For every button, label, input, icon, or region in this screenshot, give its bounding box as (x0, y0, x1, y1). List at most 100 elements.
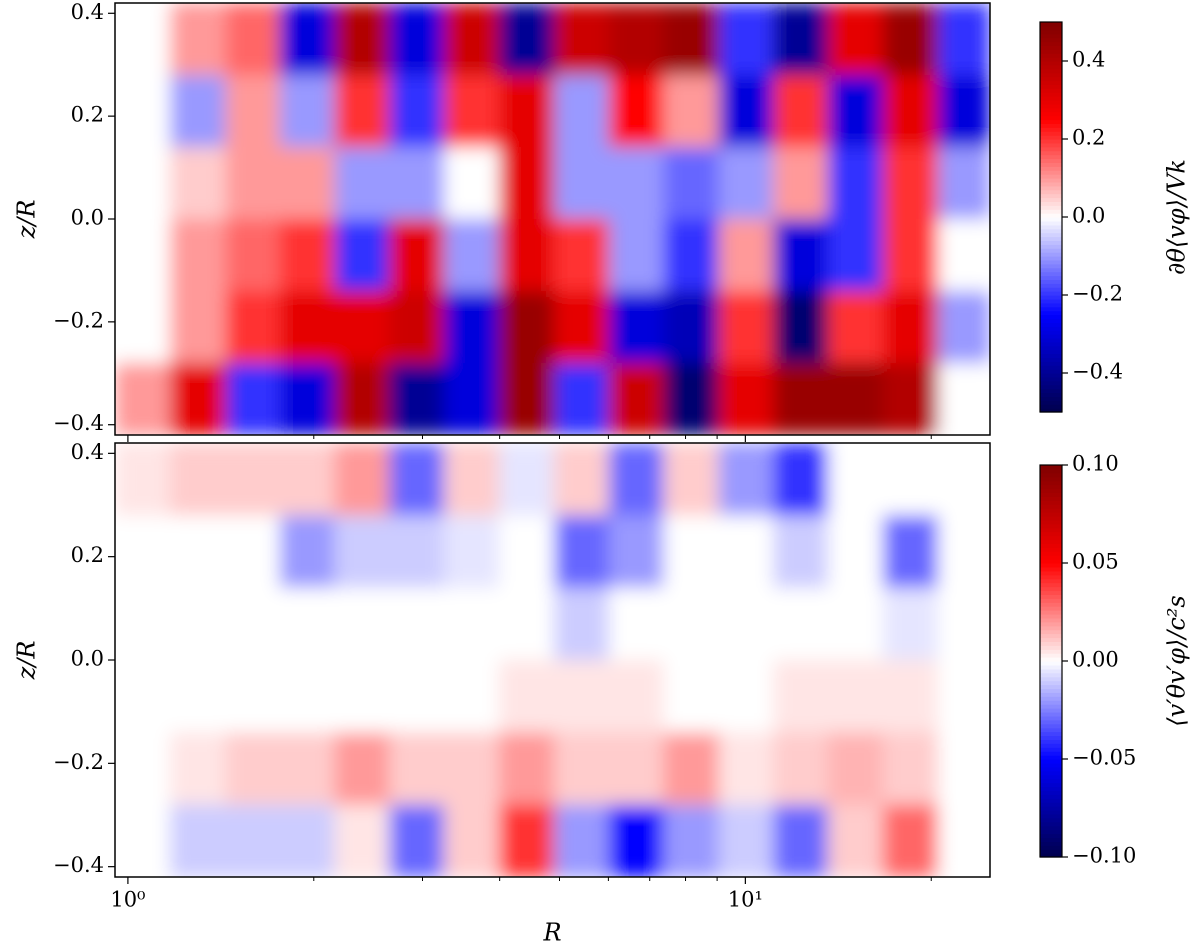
colorbar-step (1040, 519, 1062, 525)
colorbar-step (1040, 547, 1062, 552)
heatmap-cell (170, 587, 227, 661)
colorbar-step (1040, 684, 1062, 690)
colorbar-step (1040, 621, 1062, 627)
colorbar-step (1040, 504, 1062, 509)
colorbar-step (1040, 170, 1062, 175)
colorbar-step (1040, 735, 1062, 740)
colorbar-step (1040, 380, 1062, 386)
heatmap (115, 3, 990, 435)
heatmap-cell (827, 219, 884, 292)
colorbar-step (1040, 602, 1062, 607)
colorbar-step (1040, 813, 1062, 819)
colorbar-step (1040, 103, 1062, 109)
heatmap-cell (225, 147, 281, 220)
heatmap-cell (389, 291, 445, 364)
heatmap-cell (773, 804, 829, 877)
heatmap-cell (827, 147, 884, 220)
y-tick-label: 0.2 (71, 103, 104, 127)
colorbar-step (1040, 508, 1062, 513)
colorbar-step (1040, 535, 1062, 541)
colorbar-step (1040, 252, 1062, 257)
colorbar-step (1040, 849, 1062, 854)
heatmap-cell (389, 660, 445, 733)
heatmap-cell (498, 219, 555, 292)
heatmap-cell (937, 732, 990, 806)
colorbar-tick-label: 0.2 (1072, 126, 1105, 150)
colorbar-step (1040, 76, 1062, 82)
colorbar-step (1040, 291, 1062, 296)
colorbar-step (1040, 641, 1062, 646)
heatmap-cell (225, 515, 281, 589)
colorbar-step (1040, 193, 1062, 199)
colorbar-tick-label: −0.10 (1072, 844, 1136, 868)
colorbar-step (1040, 809, 1062, 815)
colorbar-step (1040, 111, 1062, 117)
heatmap-cell (937, 219, 990, 292)
heatmap-cell (554, 219, 610, 292)
colorbar-step (1040, 287, 1062, 292)
colorbar-step (1040, 345, 1062, 351)
colorbar-step (1040, 586, 1062, 592)
colorbar-step (1040, 318, 1062, 323)
y-axis-label: z/R (13, 200, 41, 240)
colorbar-step (1040, 594, 1062, 599)
colorbar-step (1040, 782, 1062, 788)
heatmap-cell (937, 660, 990, 733)
heatmap-cell (443, 363, 500, 435)
colorbar-step (1040, 92, 1062, 97)
colorbar-step (1040, 139, 1062, 144)
heatmap-cell (937, 147, 990, 220)
heatmap-cell (443, 291, 500, 364)
colorbar-tick-label: 0.10 (1072, 452, 1119, 476)
colorbar-step (1040, 492, 1062, 497)
colorbar-step (1040, 802, 1062, 807)
heatmap-cell (882, 291, 939, 364)
colorbar-step (1040, 384, 1062, 390)
heatmap-cell (608, 804, 665, 877)
heatmap-cell (882, 660, 939, 733)
x-tick-label: 10⁰ (110, 888, 145, 912)
heatmap-cell (170, 732, 227, 806)
colorbar-step (1040, 845, 1062, 850)
colorbar-step (1040, 400, 1062, 405)
colorbar-step (1040, 692, 1062, 697)
heatmap-cell (170, 804, 227, 877)
heatmap-cell (389, 587, 445, 661)
colorbar-step (1040, 220, 1062, 226)
colorbar-step (1040, 766, 1062, 772)
colorbar-step (1040, 53, 1062, 58)
colorbar-tick-label: 0.0 (1072, 204, 1105, 228)
heatmap-cell (170, 660, 227, 733)
colorbar-step (1040, 680, 1062, 686)
heatmap-cell (554, 732, 610, 806)
colorbar-step (1040, 633, 1062, 639)
colorbar-step (1040, 61, 1062, 66)
heatmap-cell (115, 147, 171, 220)
heatmap-cell (663, 587, 720, 661)
heatmap-cell (718, 291, 774, 364)
colorbar-step (1040, 539, 1062, 544)
heatmap-cell (170, 443, 227, 516)
heatmap-cell (334, 660, 390, 733)
colorbar-step (1040, 559, 1062, 564)
heatmap-cell (827, 660, 884, 733)
colorbar-step (1040, 590, 1062, 595)
heatmap-cell (225, 363, 281, 435)
colorbar-step (1040, 688, 1062, 693)
colorbar-step (1040, 127, 1062, 132)
y-tick-label: −0.2 (53, 308, 104, 332)
colorbar-step (1040, 123, 1062, 128)
heatmap (115, 443, 990, 877)
colorbar-step (1040, 500, 1062, 505)
heatmap-cell (718, 732, 774, 806)
colorbar-step (1040, 84, 1062, 89)
colorbar-step (1040, 22, 1062, 27)
colorbar-step (1040, 582, 1062, 588)
heatmap-cell (498, 443, 555, 516)
colorbar-step (1040, 96, 1062, 101)
heatmap-cell (663, 732, 720, 806)
heatmap-cell (608, 363, 665, 435)
y-tick-label: −0.2 (53, 750, 104, 774)
colorbar-step (1040, 275, 1062, 280)
